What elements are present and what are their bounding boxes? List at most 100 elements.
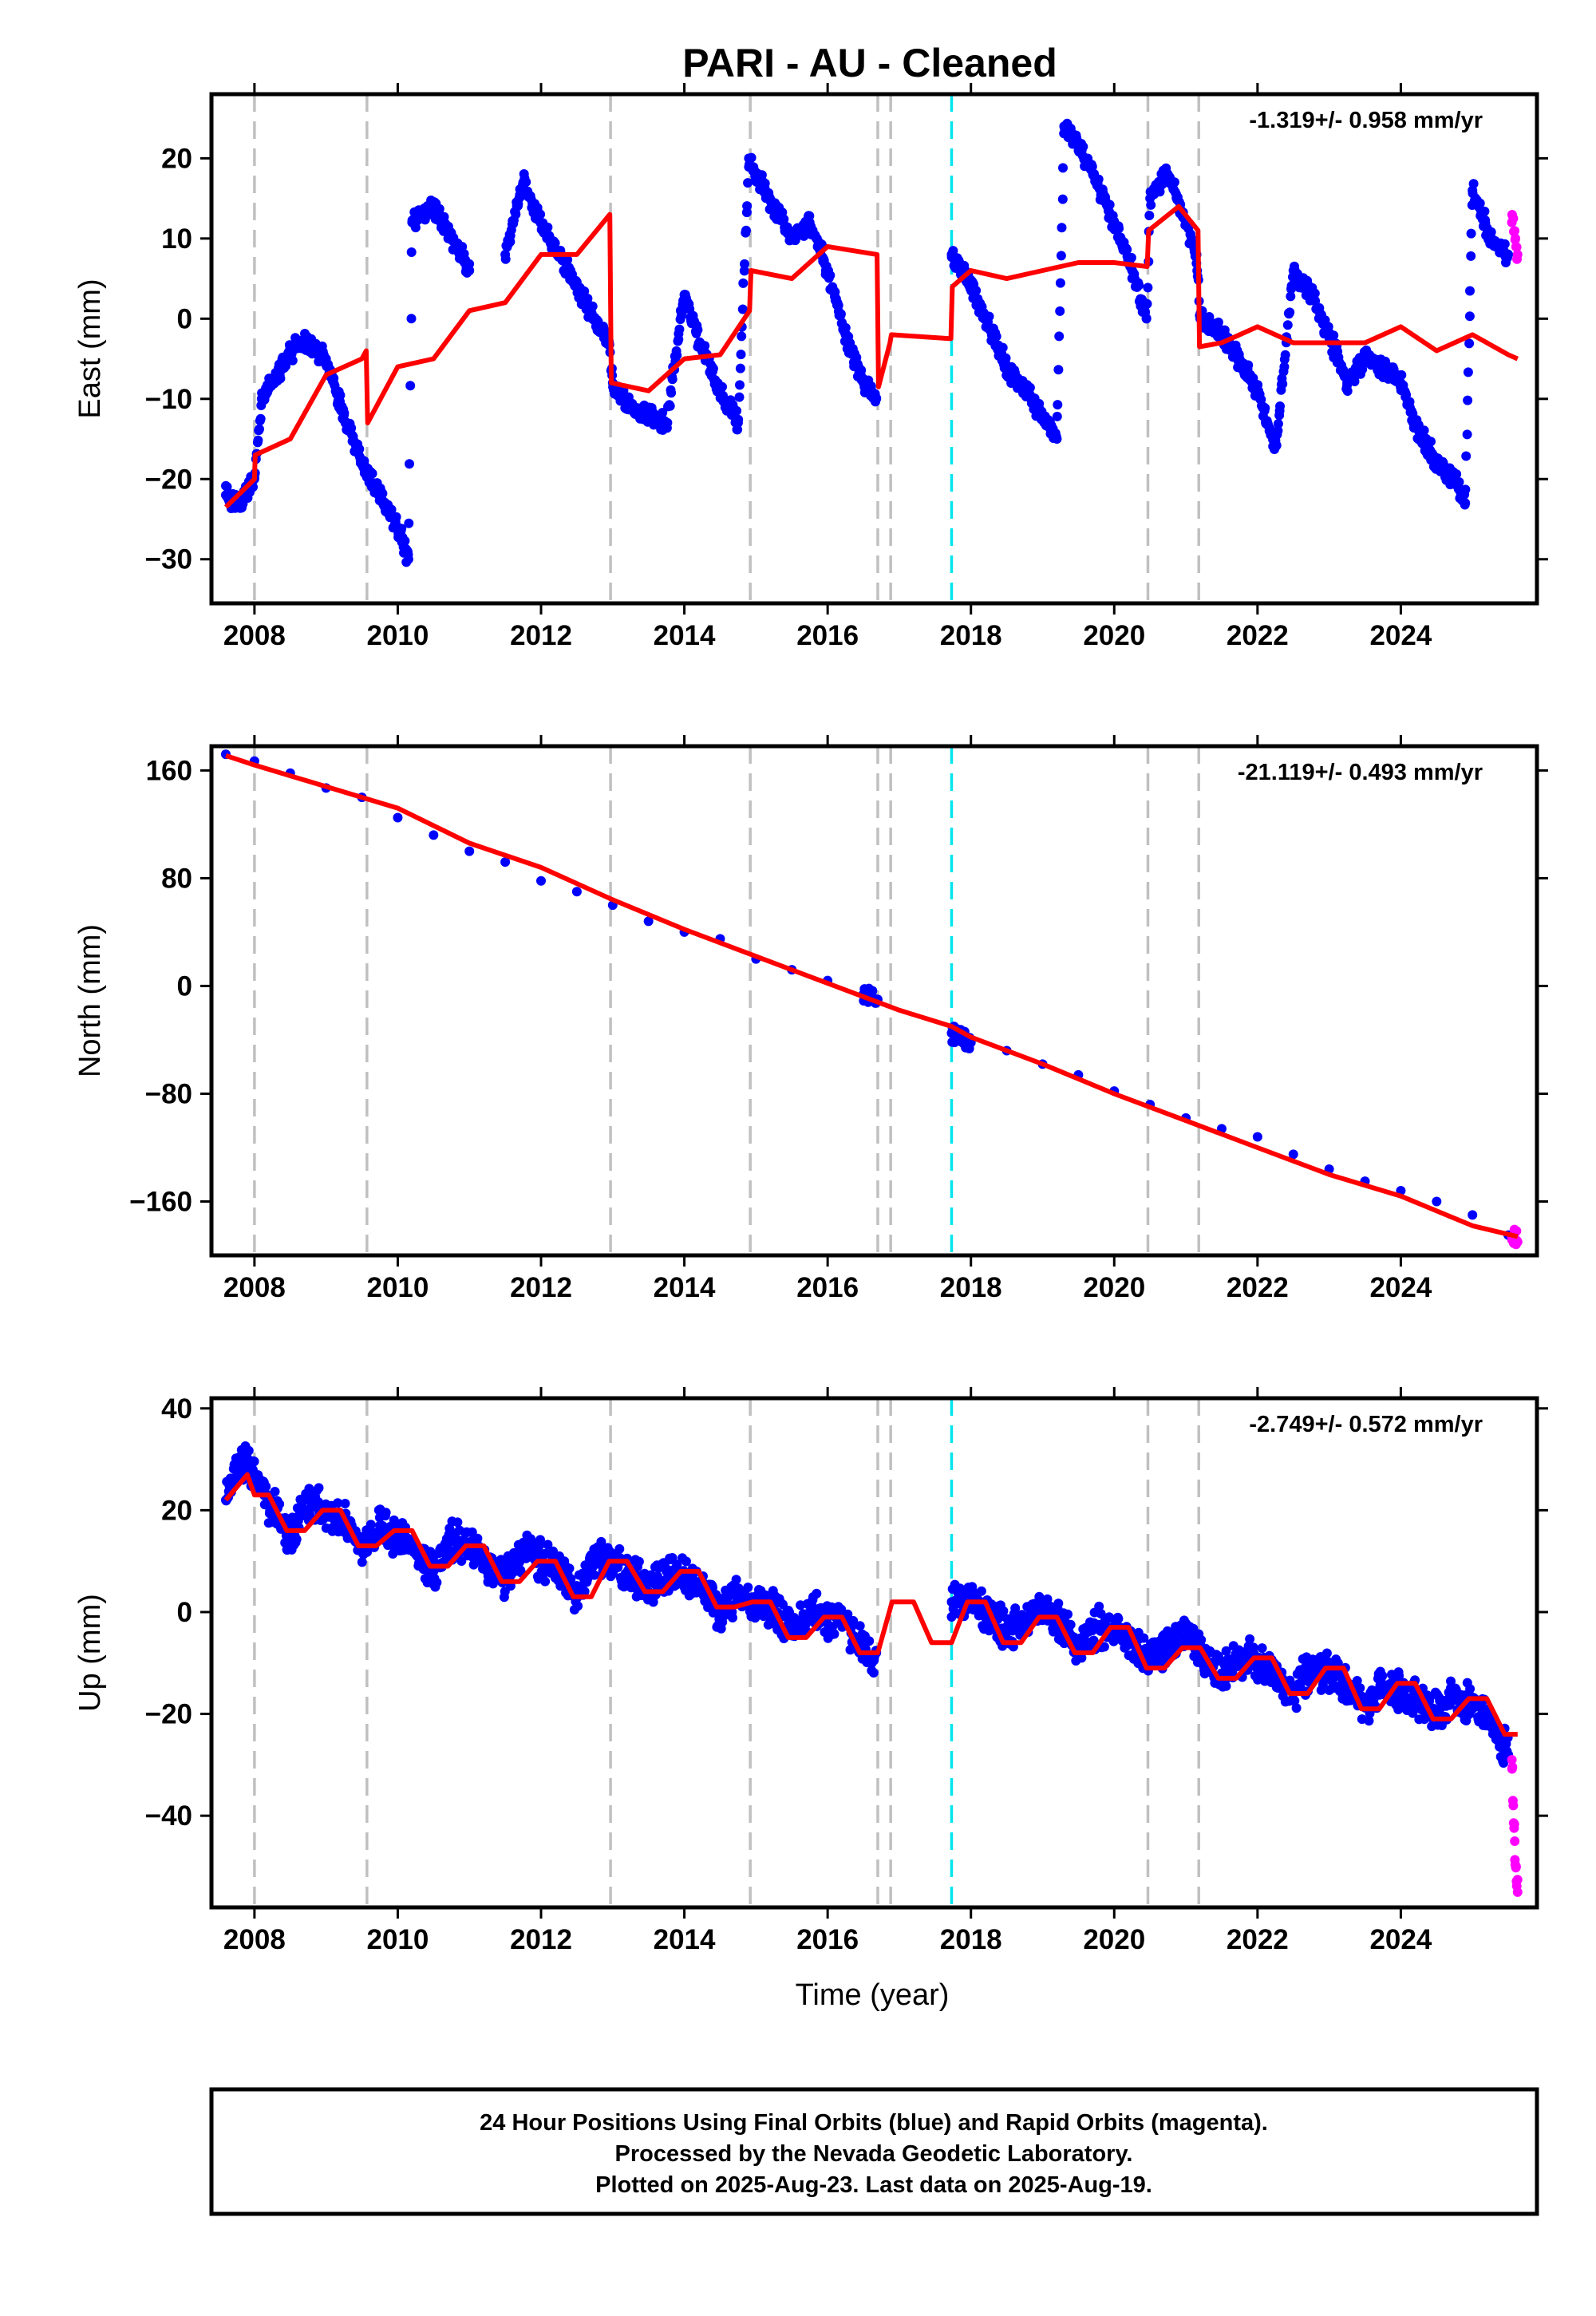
data-point (1278, 379, 1288, 389)
x-tick-label: 2018 (940, 1924, 1002, 1955)
data-point (1291, 1703, 1302, 1713)
data-point (672, 350, 682, 361)
data-point (1285, 307, 1295, 318)
y-tick-label: 20 (161, 1495, 192, 1526)
data-point (255, 413, 266, 424)
data-point (738, 278, 749, 288)
data-point (1512, 254, 1522, 264)
data-point (700, 341, 710, 351)
data-point (500, 254, 511, 264)
panels: 2008 2010 2012 2014 2016 2018 2020 2022 2024−30−… (73, 83, 1548, 1955)
x-tick-label: 2010 (367, 620, 429, 651)
x-tick-label: 2020 (1083, 1272, 1145, 1303)
x-tick-label: 2016 (796, 620, 859, 651)
data-point (984, 311, 994, 322)
data-point (1460, 484, 1471, 495)
data-point (406, 314, 417, 324)
x-tick-label: 2010 (367, 1272, 429, 1303)
data-point (1464, 338, 1475, 349)
data-point (249, 1456, 259, 1467)
y-tick-label: −160 (129, 1186, 192, 1217)
data-point (1461, 451, 1472, 461)
data-point (393, 812, 403, 823)
data-point (543, 222, 553, 232)
data-point (599, 326, 610, 336)
data-point (1234, 350, 1244, 359)
data-point (1460, 500, 1470, 510)
model-line (225, 753, 1519, 1239)
x-tick-label: 2016 (796, 1272, 859, 1303)
data-point (1286, 291, 1296, 302)
data-point (536, 875, 547, 886)
data-point (1142, 298, 1152, 309)
panel-2: 2008 2010 2012 2014 2016 2018 2020 2022 2024 −160… (73, 735, 1548, 1303)
data-point (1053, 400, 1063, 410)
data-point (733, 414, 744, 425)
data-point (550, 238, 560, 248)
data-point (1510, 1836, 1520, 1847)
series-rapid-orbits (1507, 1224, 1523, 1250)
velocity-label: -2.749+/- 0.572 mm/yr (1249, 1412, 1483, 1437)
data-point (743, 178, 753, 188)
data-point (287, 355, 298, 366)
data-point (1260, 403, 1270, 413)
x-tick-label: 2008 (223, 620, 286, 651)
data-point (734, 392, 745, 402)
data-point (741, 225, 751, 235)
data-point (434, 204, 444, 214)
data-point (571, 887, 582, 897)
data-point (681, 1556, 691, 1567)
data-point (1273, 425, 1283, 436)
data-point (737, 331, 747, 342)
x-tick-label: 2014 (654, 1272, 716, 1303)
data-point (1419, 425, 1429, 436)
data-point (760, 178, 770, 188)
data-point (405, 459, 414, 469)
data-point (377, 488, 388, 499)
data-point (564, 1563, 575, 1574)
data-point (1001, 353, 1011, 363)
data-point (648, 1597, 658, 1607)
series-rapid-orbits (1507, 210, 1523, 264)
plot-area (211, 94, 1537, 603)
data-point (643, 916, 654, 927)
data-point (1508, 213, 1519, 223)
y-axis-label: Up (mm) (73, 1594, 107, 1712)
data-point (1087, 161, 1097, 172)
caption-line-2: Processed by the Nevada Geodetic Laborat… (615, 2141, 1133, 2167)
y-tick-label: −20 (145, 1699, 192, 1730)
data-point (855, 1621, 865, 1631)
data-point (1275, 401, 1285, 411)
data-point (472, 1533, 483, 1543)
x-tick-label: 2010 (367, 1924, 429, 1955)
data-point (856, 365, 867, 375)
y-tick-label: 40 (161, 1393, 192, 1425)
data-point (736, 350, 746, 360)
data-point (1462, 429, 1472, 440)
data-point (735, 363, 745, 373)
data-point (998, 342, 1008, 353)
data-point (971, 286, 982, 295)
data-point (405, 381, 416, 391)
data-point (410, 223, 421, 233)
data-point (1113, 1614, 1124, 1624)
data-point (1053, 1599, 1064, 1609)
data-point (812, 1588, 822, 1599)
data-point (535, 209, 546, 219)
caption-line-3: Plotted on 2025-Aug-23. Last data on 202… (595, 2172, 1152, 2198)
data-point (948, 246, 958, 256)
x-tick-label: 2024 (1369, 620, 1432, 651)
data-point (1502, 1746, 1512, 1757)
data-point (743, 1583, 753, 1592)
data-point (255, 424, 264, 434)
x-tick-label: 2012 (510, 1272, 572, 1303)
data-point (386, 504, 397, 515)
data-point (511, 209, 521, 219)
data-point (1509, 1819, 1519, 1829)
data-point (1052, 411, 1062, 421)
x-tick-label: 2012 (510, 1924, 572, 1955)
data-point (742, 201, 753, 211)
data-point (1464, 311, 1475, 322)
data-point (665, 401, 675, 411)
data-point (779, 214, 789, 224)
